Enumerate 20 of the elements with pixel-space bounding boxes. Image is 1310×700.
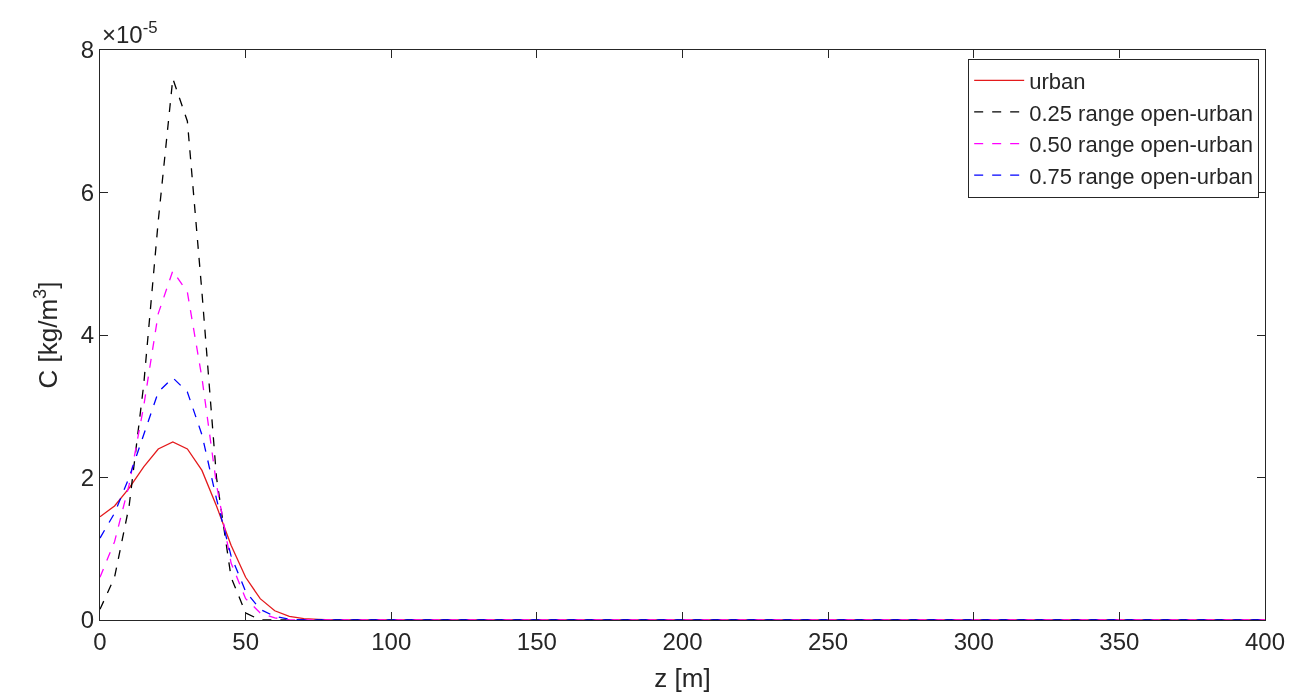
- x-tick-label: 350: [1099, 627, 1140, 655]
- y-tick-label: 6: [80, 178, 95, 206]
- legend-label: 0.25 range open-urban: [1029, 100, 1254, 126]
- x-tick-label: 50: [232, 627, 259, 655]
- x-tick-label: 400: [1244, 627, 1286, 655]
- legend-label: urban: [1029, 68, 1086, 94]
- line-series: [100, 270, 1265, 620]
- legend-label: 0.75 range open-urban: [1029, 163, 1254, 189]
- y-tick-label: 4: [80, 321, 95, 349]
- legend-label: 0.50 range open-urban: [1029, 132, 1254, 158]
- y-tick-label: 2: [80, 463, 95, 491]
- x-tick-label: 250: [808, 627, 849, 655]
- x-tick-label: 100: [371, 627, 412, 655]
- x-tick-label: 300: [953, 627, 994, 655]
- x-axis-title: z [m]: [654, 663, 711, 694]
- y-tick-label: 8: [80, 36, 95, 64]
- x-tick-label: 200: [662, 627, 703, 655]
- x-tick-label: 150: [516, 627, 557, 655]
- y-tick-label: 0: [80, 606, 95, 634]
- text: ×10$^{-5}$: [102, 18, 158, 49]
